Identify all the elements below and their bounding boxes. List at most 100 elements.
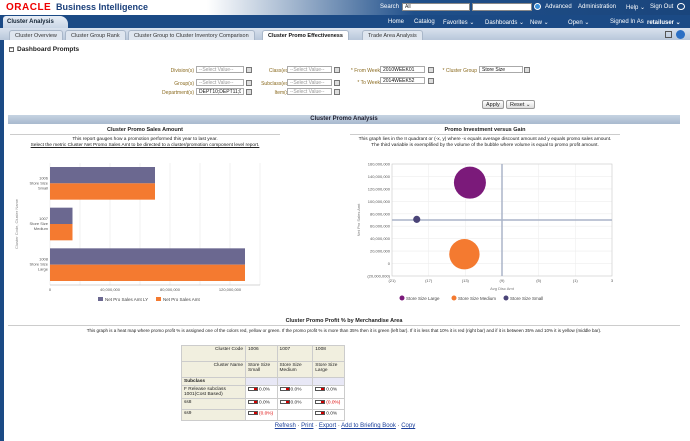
chat-icon[interactable] bbox=[677, 3, 685, 10]
tab-cluster-group-rank[interactable]: Cluster Group Rank bbox=[65, 30, 126, 40]
legend-swatch bbox=[451, 295, 457, 301]
from-week-input[interactable] bbox=[380, 66, 425, 73]
department-label: Department(s) bbox=[162, 90, 194, 96]
x-tick-label: 40,000,000 bbox=[100, 287, 121, 292]
profit-value[interactable]: 0.0% bbox=[326, 411, 338, 417]
nav-bar bbox=[0, 15, 690, 28]
profit-value[interactable]: 0.0% bbox=[326, 387, 338, 393]
y-tick-label: Medium bbox=[34, 226, 49, 231]
group-label: Group(s) bbox=[174, 81, 194, 87]
favorites-menu[interactable]: Favorites ⌄ bbox=[443, 20, 475, 26]
link-add-to-briefing-book[interactable]: Add to Briefing Book bbox=[341, 423, 396, 429]
profit-value[interactable]: 0.0% bbox=[259, 387, 270, 393]
calendar-icon[interactable] bbox=[428, 78, 434, 84]
subclass-label: Subclass(es) bbox=[261, 81, 290, 87]
collapse-icon[interactable]: − bbox=[9, 46, 14, 52]
chevron-down-icon[interactable] bbox=[246, 89, 252, 95]
reset-button[interactable]: Reset ⌄ bbox=[506, 100, 535, 109]
table-row: ss8 0.0% 0.0% (0.0%) bbox=[181, 398, 345, 410]
sign-out-link[interactable]: Sign Out bbox=[650, 4, 674, 10]
chevron-down-icon[interactable] bbox=[334, 67, 340, 73]
class-select[interactable] bbox=[287, 66, 332, 73]
advanced-link[interactable]: Advanced bbox=[545, 4, 572, 10]
dashboard-tab[interactable]: Cluster Analysis bbox=[3, 16, 68, 28]
tab-cluster-promo-effectiveness[interactable]: Cluster Promo Effectiveness bbox=[262, 30, 349, 40]
bar-chart-drill-link[interactable]: Select the metric Cluster Net Promo Sale… bbox=[30, 143, 260, 148]
heatmap-table: Cluster Code 1006 1007 1008 Cluster Name Sto… bbox=[181, 345, 345, 421]
legend-label: Store Size Large bbox=[406, 296, 440, 301]
heatmap-cell: 0.0% bbox=[276, 385, 314, 399]
separator: · bbox=[336, 423, 342, 429]
y-tick-label: 80,000,000 bbox=[370, 211, 391, 216]
tab-inventory-comparison[interactable]: Cluster Group to Cluster Inventory Compa… bbox=[128, 30, 255, 40]
heatmap-cell: 0.0% bbox=[276, 398, 314, 410]
link-copy[interactable]: Copy bbox=[401, 423, 416, 429]
tab-cluster-overview[interactable]: Cluster Overview bbox=[9, 30, 63, 40]
division-label: Division(s) bbox=[170, 68, 194, 74]
item-select[interactable] bbox=[287, 88, 332, 95]
help-menu[interactable]: Help ⌄ bbox=[626, 5, 646, 11]
link-export[interactable]: Export bbox=[318, 423, 337, 429]
link-refresh[interactable]: Refresh bbox=[274, 423, 296, 429]
heat-bar-icon bbox=[248, 400, 258, 404]
heatmap-desc: This graph is a heat map where promo pro… bbox=[86, 328, 602, 333]
chevron-down-icon[interactable] bbox=[334, 80, 340, 86]
division-select[interactable] bbox=[196, 66, 244, 73]
profit-value[interactable]: (0.0%) bbox=[259, 411, 274, 417]
heatmap-cell: (0.0%) bbox=[312, 398, 345, 410]
profit-value[interactable]: 0.0% bbox=[290, 387, 302, 393]
y-tick-label: 1006 bbox=[39, 175, 49, 180]
apply-button[interactable]: Apply bbox=[482, 100, 504, 109]
search-input[interactable] bbox=[472, 3, 532, 11]
to-week-input[interactable] bbox=[380, 77, 425, 84]
from-week-label: * From Week bbox=[350, 68, 380, 74]
subclass-select[interactable] bbox=[287, 79, 332, 86]
tab-trade-area-analysis[interactable]: Trade Area Analysis bbox=[362, 30, 423, 40]
profit-value[interactable]: 0.0% bbox=[290, 400, 302, 406]
home-link[interactable]: Home bbox=[388, 19, 405, 25]
user-menu[interactable]: retailuser ⌄ bbox=[647, 20, 681, 26]
profit-value[interactable]: 0.0% bbox=[259, 400, 270, 406]
search-scope-value: All bbox=[405, 4, 411, 10]
legend-swatch bbox=[503, 295, 509, 301]
link-print[interactable]: Print bbox=[301, 423, 314, 429]
y-tick-label: 60,000,000 bbox=[370, 224, 391, 229]
new-menu[interactable]: New ⌄ bbox=[530, 20, 549, 26]
cluster-group-label: * Cluster Group bbox=[442, 68, 477, 74]
chevron-down-icon[interactable] bbox=[246, 80, 252, 86]
item-label: Item(s) bbox=[274, 90, 290, 96]
group-select[interactable] bbox=[196, 79, 244, 86]
section-header: Cluster Promo Analysis bbox=[8, 115, 680, 124]
chevron-down-icon[interactable] bbox=[334, 89, 340, 95]
bar bbox=[50, 167, 155, 184]
open-menu[interactable]: Open ⌄ bbox=[568, 20, 590, 26]
cluster-group-select[interactable] bbox=[479, 66, 523, 73]
app-title: Business Intelligence bbox=[56, 2, 149, 12]
administration-link[interactable]: Administration bbox=[578, 4, 617, 10]
profit-value[interactable]: (0.0%) bbox=[326, 400, 341, 406]
calendar-icon[interactable] bbox=[428, 67, 434, 73]
chevron-down-icon[interactable] bbox=[524, 67, 530, 73]
x-tick-label: 0 bbox=[49, 287, 52, 292]
help-icon[interactable] bbox=[676, 30, 685, 39]
bar bbox=[50, 264, 245, 281]
bar-chart-title: Cluster Promo Sales Amount bbox=[10, 127, 280, 135]
y-tick-label: Store Size bbox=[30, 221, 49, 226]
bubble bbox=[453, 166, 486, 199]
department-select[interactable] bbox=[196, 88, 244, 95]
heat-bar-icon bbox=[315, 387, 326, 391]
dashboard-prompts-title: Dashboard Prompts bbox=[17, 46, 80, 53]
heatmap-cell: (0.0%) bbox=[245, 409, 278, 421]
chevron-down-icon[interactable] bbox=[246, 67, 252, 73]
search-scope-select[interactable]: All bbox=[402, 3, 470, 11]
catalog-link[interactable]: Catalog bbox=[414, 19, 435, 25]
heat-bar-icon bbox=[315, 400, 326, 404]
page-options-icon[interactable] bbox=[665, 31, 672, 38]
left-border bbox=[0, 40, 4, 441]
search-go-icon[interactable] bbox=[534, 3, 541, 10]
dashboards-menu[interactable]: Dashboards ⌄ bbox=[485, 20, 525, 26]
legend-label: Store Size Small bbox=[510, 296, 543, 301]
bar bbox=[50, 207, 73, 224]
legend-label: Net Pro Sales Amt bbox=[163, 297, 201, 302]
x-tick-label: (9) bbox=[500, 278, 506, 283]
